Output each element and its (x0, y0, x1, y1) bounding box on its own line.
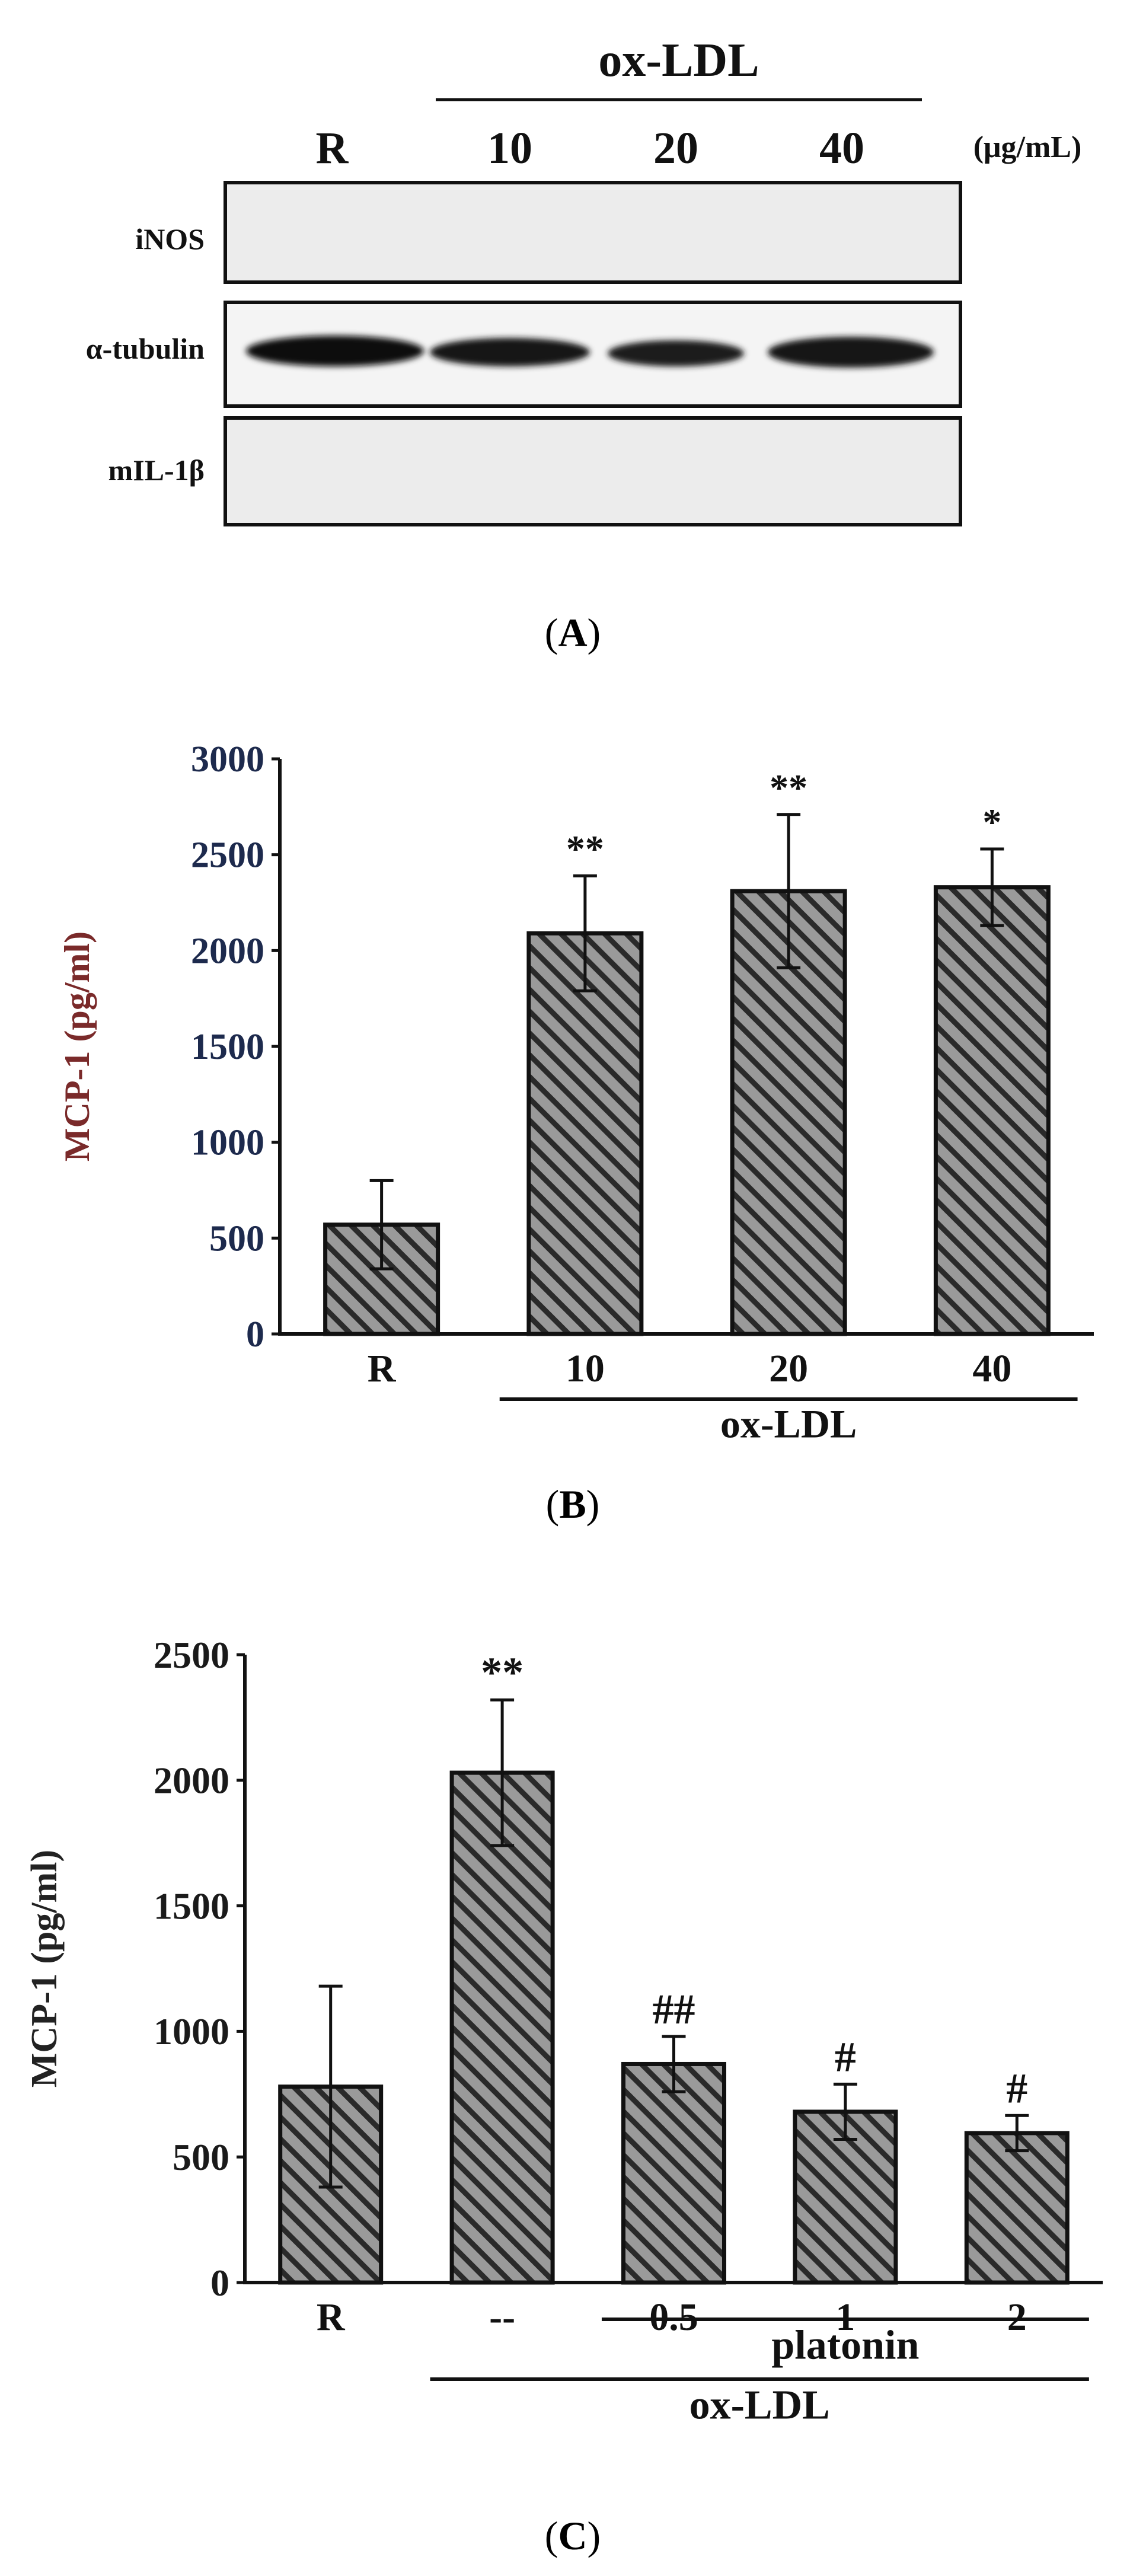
group-label: platonin (771, 2323, 919, 2368)
y-axis-label: MCP-1 (pg/ml) (58, 931, 97, 1161)
lane-label-r: R (316, 123, 349, 173)
y-tick-label: 0 (246, 1314, 264, 1355)
x-category-label: 2 (1007, 2296, 1027, 2339)
y-axis-label: MCP-1 (pg/ml) (24, 1850, 65, 2087)
y-tick-label: 2000 (191, 931, 264, 971)
tubulin-band-r (246, 336, 424, 366)
x-category-label: 1 (835, 2296, 855, 2339)
y-tick-label: 2000 (154, 1760, 229, 1802)
blot-label-mil-1beta: mIL-1β (108, 454, 205, 487)
panel-b-bar-chart: 0 500 1000 1500 2000 2500 3000 MCP-1 (pg/ml) R **… (0, 682, 1146, 1601)
lane-label-10: 10 (487, 123, 532, 173)
blot-label-inos: iNOS (135, 222, 205, 256)
tubulin-band-10 (430, 338, 590, 366)
panel-caption: (C) (545, 2513, 601, 2558)
panel-c-bar-chart: 0 500 1000 1500 2000 2500 MCP-1 (pg/ml) R ** -- ##… (0, 1601, 1146, 2576)
y-tick-label: 1500 (154, 1885, 229, 1927)
concentration-unit-label: (μg/mL) (973, 130, 1082, 164)
lane-label-40: 40 (819, 123, 864, 173)
group-label: ox-LDL (689, 2383, 830, 2428)
x-category-label: R (368, 1347, 397, 1390)
blot-strip-mil-1beta (224, 416, 962, 526)
x-category-label: -- (489, 2296, 515, 2339)
bar--- (449, 1770, 555, 2285)
significance-marker: ** (770, 767, 807, 809)
y-tick-label: 2500 (191, 835, 264, 876)
significance-marker: ** (566, 828, 604, 870)
tubulin-band-40 (768, 337, 934, 368)
y-tick-label: 1500 (191, 1027, 264, 1067)
y-tick-label: 1000 (191, 1123, 264, 1163)
bar-40 (933, 885, 1051, 1336)
significance-marker: * (982, 801, 1001, 843)
bar-0.5 (621, 2061, 726, 2285)
significance-marker: ## (653, 1986, 695, 2033)
ox-ldl-group-label: ox-LDL (598, 34, 759, 87)
x-category-label: 40 (972, 1347, 1011, 1390)
y-tick-label: 1000 (154, 2010, 229, 2052)
group-label: ox-LDL (720, 1402, 857, 1447)
y-tick-label: 2500 (154, 1634, 229, 1676)
significance-marker: # (835, 2033, 856, 2080)
y-tick-label: 3000 (191, 739, 264, 780)
significance-marker: ** (481, 1649, 523, 1696)
tubulin-band-20 (608, 340, 744, 366)
bar-10 (526, 931, 644, 1336)
y-tick-label: 0 (210, 2262, 229, 2304)
western-blot-figure: ox-LDL R 10 20 40 (μg/mL) iNOS α-tubulin… (86, 34, 1082, 655)
significance-marker: # (1006, 2064, 1027, 2112)
x-category-label: 10 (566, 1347, 605, 1390)
y-tick-label: 500 (173, 2136, 229, 2178)
bar-2 (964, 2131, 1070, 2285)
x-category-label: R (317, 2296, 346, 2339)
blot-strip-inos (224, 181, 962, 284)
x-category-label: 0.5 (649, 2296, 698, 2339)
panel-a-western-blot: ox-LDL R 10 20 40 (μg/mL) iNOS α-tubulin… (0, 0, 1146, 682)
panel-a-caption: (A) (545, 610, 601, 655)
panel-caption: (B) (546, 1482, 600, 1527)
lane-label-20: 20 (653, 123, 698, 173)
y-tick-label: 500 (209, 1218, 264, 1259)
x-category-label: 20 (769, 1347, 808, 1390)
blot-label-alpha-tubulin: α-tubulin (86, 332, 205, 365)
